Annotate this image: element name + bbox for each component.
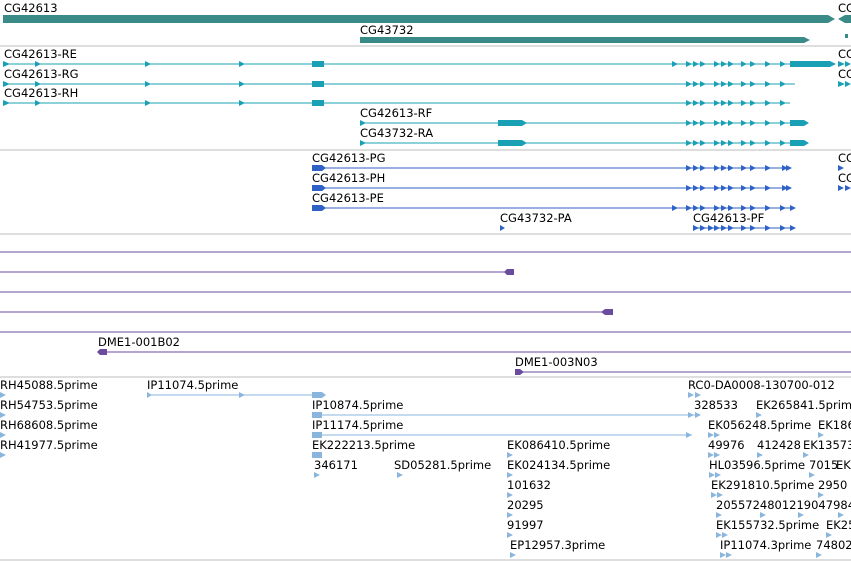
est-label[interactable]: EK — [836, 458, 851, 472]
exon-group — [3, 61, 836, 67]
est-label[interactable]: 2950 — [818, 478, 847, 492]
est-label[interactable]: RH68608.5prime — [0, 418, 98, 432]
est-label[interactable]: EP12957.3prime — [510, 538, 605, 552]
est-label[interactable]: EK056248.5prime — [708, 418, 811, 432]
est-label[interactable]: EK024134.5prime — [507, 458, 610, 472]
transcript-label[interactable]: CG42613-RG — [4, 67, 79, 81]
gene-label[interactable]: CG — [838, 1, 851, 15]
transcript-label[interactable]: CG42613-RF — [360, 106, 432, 120]
est-label[interactable]: RH45088.5prime — [0, 378, 98, 392]
est-label[interactable]: 346171 — [314, 458, 358, 472]
est-label[interactable]: EK086410.5prime — [507, 438, 610, 452]
protein-label[interactable]: CG43732-PA — [500, 211, 572, 225]
protein-label[interactable]: CG42613-PH — [312, 171, 385, 185]
est-label[interactable]: 2055724801219047984 — [716, 498, 851, 512]
protein-track: CG42613-PG CG CG42613-PH CG CG42613-PE — [312, 151, 851, 231]
est-label[interactable]: RH54753.5prime — [0, 398, 98, 412]
est-label[interactable]: SD05281.5prime — [394, 458, 491, 472]
est-label[interactable]: RC0-DA0008-130700-012 — [688, 378, 835, 392]
est-label[interactable]: EK291810.5prime — [711, 478, 814, 492]
transcript-track: CG42613-RE CG CG42613-RG CG CG42613-RH — [3, 47, 851, 146]
gene-label[interactable]: CG42613 — [4, 1, 58, 15]
est-label[interactable]: 328533 — [694, 398, 738, 412]
est-label[interactable]: IP10874.5prime — [312, 398, 403, 412]
exon-group — [360, 140, 809, 146]
est-label[interactable]: EK25 — [826, 518, 851, 532]
est-label[interactable]: EK13573 — [803, 438, 851, 452]
est-label[interactable]: EK265841.5prime — [756, 398, 851, 412]
protein-label[interactable]: CG — [838, 151, 851, 165]
est-label[interactable]: 7015 — [809, 458, 838, 472]
exon-group — [312, 165, 792, 171]
est-label[interactable]: 91997 — [507, 518, 544, 532]
transcript-label[interactable]: CG42613-RH — [4, 86, 78, 100]
est-label[interactable]: 20295 — [507, 498, 544, 512]
est-label[interactable]: 49976 — [708, 438, 745, 452]
est-label[interactable]: RH41977.5prime — [0, 438, 98, 452]
gene-label[interactable]: CG43732 — [360, 23, 414, 37]
protein-label[interactable]: CG42613-PE — [312, 191, 384, 205]
exon-group — [3, 100, 786, 106]
est-label[interactable]: IP11074.3prime — [720, 538, 811, 552]
gene-bar[interactable] — [360, 37, 810, 43]
gene-bar[interactable] — [838, 15, 851, 23]
est-label[interactable]: 412428 — [757, 438, 801, 452]
transcript-label[interactable]: CG — [838, 47, 851, 61]
exon-group — [312, 185, 792, 191]
gene-track: CG42613 CG CG43732 — [3, 1, 851, 43]
est-label[interactable]: HL03596.5prime — [709, 458, 805, 472]
cdna-label[interactable]: DME1-001B02 — [98, 335, 180, 349]
protein-label[interactable]: CG — [838, 171, 851, 185]
transcript-label[interactable]: CG42613-RE — [4, 47, 77, 61]
est-label[interactable]: EK186 — [818, 418, 851, 432]
protein-exon[interactable] — [500, 225, 505, 231]
est-label[interactable]: 74802 — [816, 538, 851, 552]
protein-label[interactable]: CG42613-PF — [693, 211, 764, 225]
exon-group — [360, 120, 809, 126]
est-label[interactable]: IP11074.5prime — [147, 378, 238, 392]
transcript-label[interactable]: CG43732-RA — [360, 126, 433, 140]
exon-group — [3, 81, 786, 87]
cdna-track: DME1-001B02 DME1-003N03 — [0, 251, 851, 375]
est-label[interactable]: 101632 — [507, 478, 551, 492]
protein-label[interactable]: CG42613-PG — [312, 151, 386, 165]
est-label[interactable]: EK222213.5prime — [312, 438, 415, 452]
exon-group — [693, 225, 796, 231]
est-label[interactable]: IP11174.5prime — [312, 418, 403, 432]
cdna-label[interactable]: DME1-003N03 — [515, 355, 598, 369]
gene-bar[interactable] — [3, 15, 835, 23]
est-label[interactable]: EK155732.5prime — [716, 518, 819, 532]
transcript-label[interactable]: CG — [838, 67, 851, 81]
exon-group — [312, 205, 796, 211]
est-track: RH45088.5prime IP11074.5prime RC0-DA0008… — [0, 378, 851, 558]
